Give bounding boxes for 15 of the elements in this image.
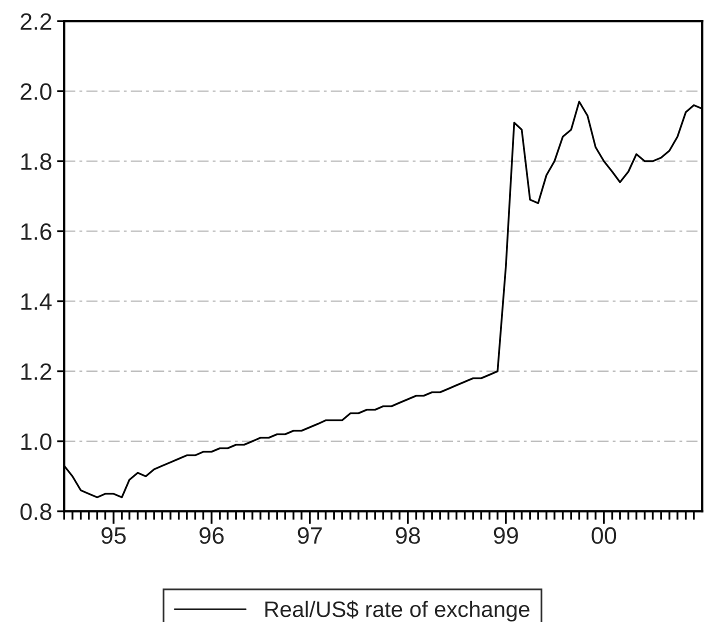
x-tick-label: 95 <box>102 527 126 544</box>
x-tick-label: 00 <box>592 527 616 544</box>
y-tick-label: 2.2 <box>20 13 52 30</box>
y-tick-label: 2.0 <box>20 83 52 100</box>
x-tick-label: 97 <box>298 527 322 544</box>
y-tick-label: 1.2 <box>21 363 52 380</box>
y-tick-label: 1.4 <box>21 294 52 310</box>
x-tick-label: 96 <box>200 527 224 544</box>
x-tick-label: 99 <box>494 527 518 544</box>
y-tick-label: 1.8 <box>21 153 52 170</box>
y-tick-label: 1.0 <box>21 433 52 450</box>
x-tick-label: 98 <box>396 527 420 544</box>
y-tick-label: 0.8 <box>20 503 52 520</box>
legend-label: Real/US$ rate of exchange <box>265 600 530 622</box>
y-tick-label: 1.6 <box>21 223 52 240</box>
